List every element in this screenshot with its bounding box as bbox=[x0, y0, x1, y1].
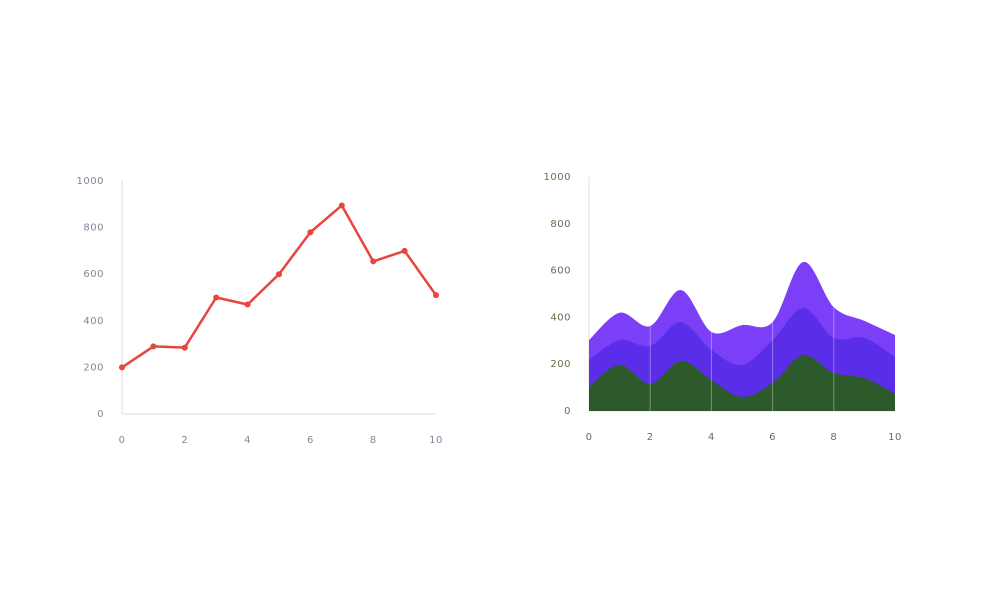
x-tick-label: 10 bbox=[888, 432, 902, 443]
y-tick-label: 1000 bbox=[544, 172, 571, 183]
y-tick-label: 400 bbox=[83, 316, 104, 327]
area bbox=[589, 354, 895, 411]
point bbox=[150, 343, 157, 350]
point bbox=[370, 258, 377, 265]
point bbox=[307, 229, 314, 236]
y-tick-label: 800 bbox=[83, 223, 104, 234]
x-tick-label: 2 bbox=[181, 435, 188, 446]
y-tick-label: 400 bbox=[550, 312, 571, 323]
x-tick-label: 10 bbox=[429, 435, 443, 446]
y-tick-label: 200 bbox=[83, 362, 104, 373]
point bbox=[213, 294, 220, 301]
point bbox=[338, 202, 345, 209]
x-tick-label: 6 bbox=[769, 432, 776, 443]
x-tick-label: 4 bbox=[244, 435, 251, 446]
x-tick-label: 0 bbox=[586, 432, 593, 443]
point bbox=[401, 247, 408, 254]
y-tick-label: 0 bbox=[564, 406, 571, 417]
x-tick-label: 2 bbox=[647, 432, 654, 443]
y-tick-label: 1000 bbox=[77, 176, 104, 187]
y-tick-label: 200 bbox=[550, 359, 571, 370]
point bbox=[181, 344, 188, 351]
x-tick-label: 8 bbox=[830, 432, 837, 443]
y-tick-label: 800 bbox=[550, 219, 571, 230]
point bbox=[119, 364, 125, 371]
y-tick-label: 0 bbox=[97, 409, 104, 420]
point bbox=[433, 292, 439, 299]
x-tick-label: 6 bbox=[307, 435, 314, 446]
point bbox=[276, 271, 282, 278]
x-tick-label: 4 bbox=[708, 432, 715, 443]
line bbox=[121, 204, 438, 369]
point bbox=[244, 301, 251, 308]
y-tick-label: 600 bbox=[83, 269, 104, 280]
x-tick-label: 0 bbox=[119, 435, 126, 446]
x-tick-label: 8 bbox=[370, 435, 377, 446]
y-tick-label: 600 bbox=[550, 266, 571, 277]
